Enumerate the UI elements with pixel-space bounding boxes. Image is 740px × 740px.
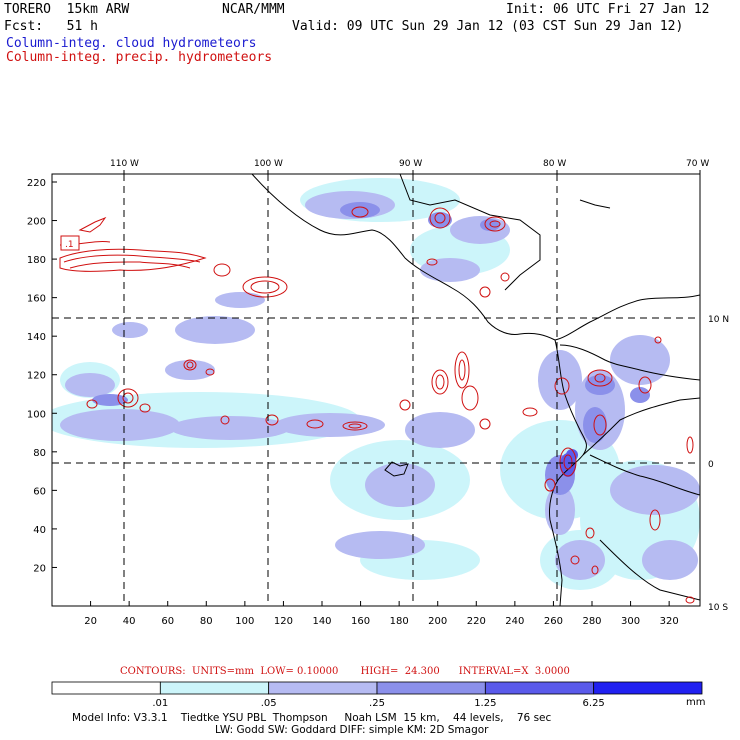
contour-info: CONTOURS: UNITS=mm LOW= 0.10000 HIGH= 24… (120, 666, 570, 677)
x-tick-label: 220 (467, 616, 486, 627)
y-tick-label: 220 (27, 178, 46, 189)
x-tick-label: 280 (582, 616, 601, 627)
contour-label-text: .1 (65, 240, 74, 250)
colorbar-tick-label: 6.25 (583, 698, 605, 709)
x-tick-label: 40 (123, 616, 136, 627)
y-tick-label: 20 (33, 563, 46, 574)
colorbar-segment (51, 681, 161, 695)
latitude-labels: 10 N 0 10 S (708, 315, 729, 613)
y-tick-label: 200 (27, 217, 46, 228)
lat-label-2: 10 S (708, 603, 728, 613)
y-tick-label: 180 (27, 255, 46, 266)
forecast-hour: Fcst: 51 h (4, 19, 98, 34)
x-axis: 20 40 60 80 100 120 140 160 180 200 220 240 260 280 30… (84, 601, 679, 627)
colorbar-tick-label: .05 (261, 698, 277, 709)
colorbar: .01 .05 .25 1.25 6.25 (51, 681, 703, 709)
colorbar-units: mm (686, 697, 706, 708)
x-tick-label: 180 (390, 616, 409, 627)
x-tick-label: 300 (621, 616, 640, 627)
valid-time: Valid: 09 UTC Sun 29 Jan 12 (03 CST Sun … (292, 19, 684, 34)
precip-field-label: Column-integ. precip. hydrometeors (6, 50, 273, 65)
y-tick-label: 120 (27, 371, 46, 382)
y-tick-label: 160 (27, 294, 46, 305)
y-tick-label: 60 (33, 486, 46, 497)
latlon-grid (52, 174, 700, 606)
y-tick-label: 80 (33, 448, 46, 459)
x-tick-label: 320 (660, 616, 679, 627)
colorbar-tick-label: .25 (369, 698, 385, 709)
x-tick-label: 20 (84, 616, 97, 627)
y-axis: 220 200 180 160 140 120 100 80 60 40 20 (27, 178, 57, 574)
lon-label-3: 80 W (543, 159, 566, 169)
lon-label-0: 110 W (110, 159, 139, 169)
x-tick-label: 120 (274, 616, 293, 627)
model-info-line2: LW: Godd SW: Goddard DIFF: simple KM: 2D… (215, 724, 489, 736)
y-tick-label: 140 (27, 332, 46, 343)
x-tick-label: 80 (200, 616, 213, 627)
y-tick-label: 100 (27, 409, 46, 420)
colorbar-segment (159, 681, 270, 695)
x-tick-label: 160 (351, 616, 370, 627)
cloud-field-label: Column-integ. cloud hydrometeors (6, 36, 257, 51)
x-tick-label: 200 (428, 616, 447, 627)
init-time: Init: 06 UTC Fri 27 Jan 12 (506, 2, 710, 17)
colorbar-segment (376, 681, 486, 695)
colorbar-segment (484, 681, 595, 695)
contour-label-box (60, 235, 80, 251)
map-frame (51, 173, 701, 607)
cloud-fill-layer (52, 178, 700, 590)
y-tick-label: 40 (33, 525, 46, 536)
x-tick-label: 240 (505, 616, 524, 627)
longitude-labels: 110 W 100 W 90 W 80 W 70 W (110, 159, 709, 174)
x-tick-label: 260 (544, 616, 563, 627)
x-tick-label: 100 (235, 616, 254, 627)
lat-label-1: 0 (708, 460, 714, 470)
model-title: TORERO 15km ARW (4, 2, 130, 17)
colorbar-segment (268, 681, 378, 695)
org-label: NCAR/MMM (222, 2, 285, 17)
x-tick-label: 60 (161, 616, 174, 627)
fill-level-2 (60, 191, 700, 580)
colorbar-segment (593, 681, 703, 695)
x-tick-label: 140 (312, 616, 331, 627)
lon-label-4: 70 W (686, 159, 709, 169)
colorbar-tick-label: 1.25 (474, 698, 496, 709)
lat-label-0: 10 N (708, 315, 729, 325)
coastlines (251, 174, 700, 606)
model-info-line1: Model Info: V3.3.1 Tiedtke YSU PBL Thomp… (72, 712, 552, 724)
lon-label-1: 100 W (254, 159, 283, 169)
colorbar-tick-label: .01 (152, 698, 168, 709)
lon-label-2: 90 W (399, 159, 422, 169)
